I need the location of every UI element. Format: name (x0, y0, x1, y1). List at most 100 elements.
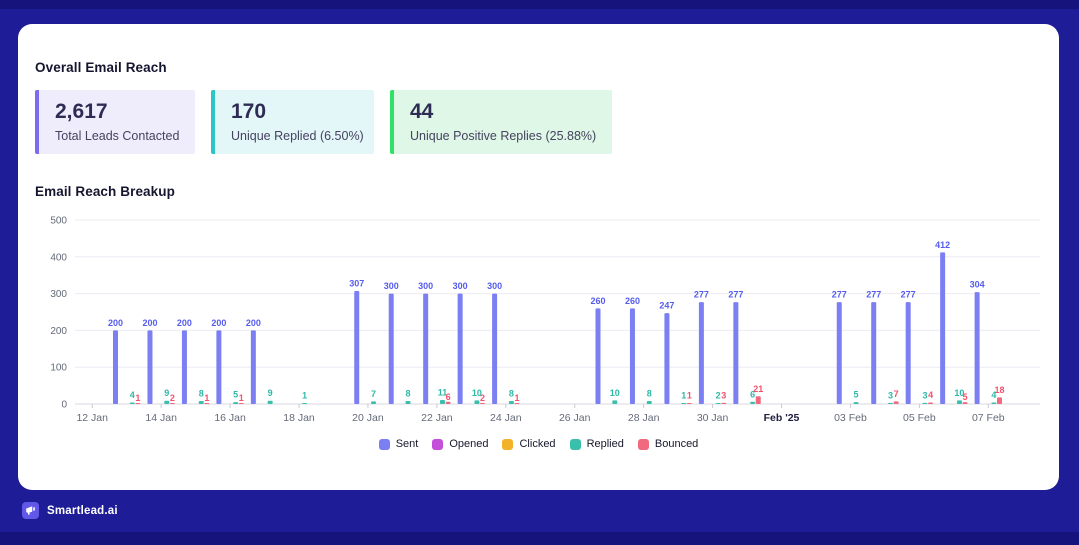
svg-text:21: 21 (753, 384, 763, 394)
svg-text:200: 200 (108, 318, 123, 328)
svg-text:Feb '25: Feb '25 (764, 412, 800, 424)
svg-text:200: 200 (177, 318, 192, 328)
svg-text:3: 3 (888, 390, 893, 400)
svg-text:22 Jan: 22 Jan (421, 412, 453, 424)
svg-text:1: 1 (687, 391, 692, 401)
svg-text:2: 2 (716, 391, 721, 401)
svg-text:20 Jan: 20 Jan (352, 412, 384, 424)
svg-text:4: 4 (991, 390, 996, 400)
svg-text:7: 7 (894, 389, 899, 399)
svg-text:400: 400 (50, 252, 67, 263)
svg-text:300: 300 (418, 281, 433, 291)
legend-label: Replied (586, 438, 624, 450)
svg-text:8: 8 (509, 389, 514, 399)
stat-value: 44 (410, 100, 434, 123)
svg-text:300: 300 (453, 281, 468, 291)
svg-text:307: 307 (349, 279, 364, 289)
svg-text:1: 1 (302, 391, 307, 401)
svg-text:12 Jan: 12 Jan (76, 412, 108, 424)
svg-text:277: 277 (901, 290, 916, 300)
svg-text:1: 1 (681, 391, 686, 401)
svg-text:247: 247 (659, 301, 674, 311)
svg-text:5: 5 (233, 390, 238, 400)
svg-text:26 Jan: 26 Jan (559, 412, 591, 424)
svg-text:03 Feb: 03 Feb (834, 412, 867, 424)
stat-label: Unique Positive Replies (25.88%) (410, 129, 597, 143)
svg-text:100: 100 (50, 363, 67, 374)
legend-label: Opened (449, 438, 489, 450)
svg-text:10: 10 (954, 388, 964, 398)
smartlead-logo-icon (22, 502, 39, 519)
legend-label: Bounced (654, 438, 699, 450)
svg-text:14 Jan: 14 Jan (145, 412, 177, 424)
svg-text:8: 8 (647, 389, 652, 399)
stat-label: Unique Replied (6.50%) (231, 129, 364, 143)
chart-legend: Sent Opened Clicked Replied Bounced (18, 438, 1059, 450)
legend-swatch-replied (569, 438, 581, 450)
svg-text:1: 1 (204, 393, 209, 403)
svg-text:5: 5 (963, 392, 968, 402)
overall-email-reach-title: Overall Email Reach (35, 60, 167, 75)
svg-text:1: 1 (239, 393, 244, 403)
legend-label: Clicked (519, 438, 556, 450)
stat-label: Total Leads Contacted (55, 129, 180, 143)
footer-brand: Smartlead.ai (22, 502, 118, 519)
svg-text:200: 200 (142, 318, 157, 328)
stat-unique-replied: 170 Unique Replied (6.50%) (211, 90, 374, 154)
svg-text:2: 2 (480, 393, 485, 403)
footer-brand-text: Smartlead.ai (47, 504, 118, 517)
svg-text:1: 1 (514, 393, 519, 403)
svg-text:300: 300 (487, 281, 502, 291)
stat-total-leads-contacted: 2,617 Total Leads Contacted (35, 90, 195, 154)
svg-text:9: 9 (164, 388, 169, 398)
svg-text:4: 4 (130, 390, 135, 400)
stat-value: 2,617 (55, 100, 108, 123)
svg-text:6: 6 (750, 389, 755, 399)
svg-text:7: 7 (371, 389, 376, 399)
svg-text:07 Feb: 07 Feb (972, 412, 1005, 424)
legend-label: Sent (395, 438, 419, 450)
svg-text:3: 3 (922, 390, 927, 400)
svg-text:28 Jan: 28 Jan (628, 412, 660, 424)
svg-text:30 Jan: 30 Jan (697, 412, 729, 424)
stats-row: 2,617 Total Leads Contacted 170 Unique R… (35, 90, 612, 154)
svg-text:200: 200 (211, 318, 226, 328)
svg-text:16 Jan: 16 Jan (214, 412, 246, 424)
svg-text:260: 260 (625, 296, 640, 306)
legend-item-replied[interactable]: Replied (569, 438, 624, 450)
svg-text:277: 277 (728, 290, 743, 300)
svg-text:18: 18 (994, 385, 1004, 395)
svg-text:9: 9 (268, 388, 273, 398)
email-reach-chart[interactable]: 0 100 200 300 400 500 12 Jan 200 4 1 14 Jan 200 9 2 20… (18, 194, 1059, 442)
legend-item-opened[interactable]: Opened (432, 438, 488, 450)
window-bottom-edge (0, 532, 1079, 545)
legend-swatch-clicked (502, 438, 514, 450)
legend-swatch-opened (432, 438, 444, 450)
svg-text:10: 10 (472, 388, 482, 398)
svg-text:1: 1 (135, 393, 140, 403)
stat-value: 170 (231, 100, 267, 123)
svg-text:277: 277 (866, 290, 881, 300)
svg-text:200: 200 (246, 318, 261, 328)
svg-text:6: 6 (446, 392, 451, 402)
svg-text:300: 300 (50, 289, 67, 300)
svg-text:277: 277 (694, 290, 709, 300)
legend-item-sent[interactable]: Sent (378, 438, 419, 450)
stat-unique-positive-replies: 44 Unique Positive Replies (25.88%) (390, 90, 612, 154)
svg-text:500: 500 (50, 216, 67, 227)
legend-swatch-sent (378, 438, 390, 450)
svg-text:24 Jan: 24 Jan (490, 412, 522, 424)
svg-text:260: 260 (590, 296, 605, 306)
svg-text:304: 304 (970, 280, 985, 290)
svg-text:11: 11 (438, 387, 448, 397)
svg-text:0: 0 (61, 400, 67, 411)
svg-text:200: 200 (50, 326, 67, 337)
svg-text:277: 277 (832, 290, 847, 300)
window-top-edge (0, 0, 1079, 9)
dashboard-card: Overall Email Reach 2,617 Total Leads Co… (18, 24, 1059, 490)
svg-text:300: 300 (384, 281, 399, 291)
legend-item-bounced[interactable]: Bounced (637, 438, 699, 450)
svg-text:412: 412 (935, 240, 950, 250)
legend-item-clicked[interactable]: Clicked (502, 438, 556, 450)
svg-text:4: 4 (928, 390, 933, 400)
